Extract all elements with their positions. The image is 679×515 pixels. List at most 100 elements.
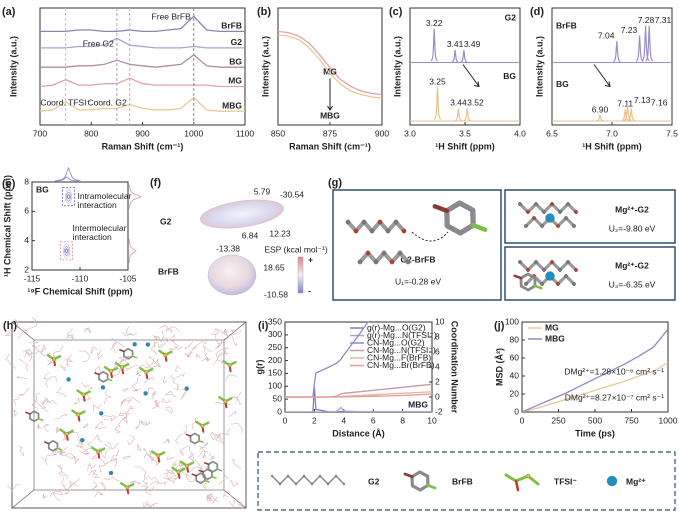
solvent [26,317,37,331]
solvent [109,449,119,463]
peak [635,35,644,62]
annotation: DMg²⁺=1.28×10⁻⁶ cm² s⁻¹ [564,366,664,376]
legend-label: CN-Mg...F(BrFB) [367,352,431,362]
projection [129,184,143,209]
atom [393,219,399,225]
x-tick-label: 6 [371,415,376,425]
y-tick-label: 350 [268,316,282,326]
solvent [45,376,58,388]
series-line [285,406,432,412]
bond [189,432,201,445]
atom [540,282,544,286]
esp-value: -13.38 [216,243,240,253]
solvent [184,341,194,350]
solvent [160,339,181,349]
atom [120,365,124,370]
solvent [198,444,209,457]
atom [223,399,228,404]
x-tick-label: 6.5 [546,128,558,138]
y-tick-label: 40 [510,370,520,380]
bond [514,479,520,492]
solvent [18,358,29,372]
solvent [81,382,94,390]
atom [389,259,395,265]
solvent [93,433,103,443]
solvent [66,431,83,442]
legend-label: Mg²⁺ [626,476,646,486]
solvent [64,358,74,363]
arrow-head [473,81,480,88]
atom [540,224,544,228]
solvent [35,400,49,413]
solvent [165,406,174,414]
solvent [73,397,80,405]
solvent [165,326,180,332]
solvent [79,451,90,456]
atom [278,482,282,486]
bond [47,440,59,452]
solvent [162,438,171,444]
md-box-inner [33,339,225,491]
y-tick-label: 8 [24,176,29,186]
solvent [230,334,238,347]
y2-tick-label: -2 [435,406,443,416]
bond [191,473,197,477]
y-tick-label: 0 [514,406,519,416]
atom [342,482,346,486]
esp-value: 6.84 [242,230,259,240]
solvent [51,491,64,502]
solvent [185,352,190,358]
y-axis-label: Intensity (a.u.) [392,36,402,97]
atom [143,391,148,396]
panel-label: (e) [2,178,16,190]
bond [216,468,223,472]
solvent [39,350,51,357]
x-tick-label: 900 [135,128,149,138]
series-name: G2 [505,12,517,22]
series-name: BG [503,71,516,81]
solvent [88,469,97,476]
solvent [40,344,47,353]
solvent [131,376,139,391]
solvent [140,420,151,426]
bond [44,441,50,445]
solvent [148,455,154,463]
bond [37,417,44,421]
atom [526,210,530,214]
solvent [142,476,148,486]
y-tick-label: 2 [24,264,29,274]
solvent [65,453,76,459]
y2-axis-label: Coordination Number [450,321,460,414]
bond [198,469,204,473]
atom [108,470,114,476]
series-line [278,30,382,96]
atom [66,377,71,382]
solvent [173,385,180,391]
y2-tick-label: 10 [435,316,445,326]
solvent [97,349,104,360]
x-axis-label: Raman Shift (cm⁻¹) [289,141,371,151]
solvent [152,399,159,410]
solvent [180,388,187,401]
peak-label: 7.23 [621,25,638,35]
atom [377,219,383,225]
atom [525,473,531,479]
solvent [170,374,179,386]
arrow [462,64,480,87]
x-axis-label: ¹H Shift (ppm) [435,141,494,151]
atom [518,260,522,264]
solvent [41,399,52,405]
bond [56,447,63,451]
bond [119,349,125,353]
x-tick-label: -115 [24,273,41,283]
peak [460,49,468,63]
binding-energy: U₁=-0.28 eV [395,276,441,286]
solvent [172,460,178,469]
series-label: G2 [231,37,243,47]
hbond [411,231,449,242]
solvent [147,475,160,485]
solvent [145,500,159,508]
solvent [163,334,175,342]
atom [534,260,538,264]
